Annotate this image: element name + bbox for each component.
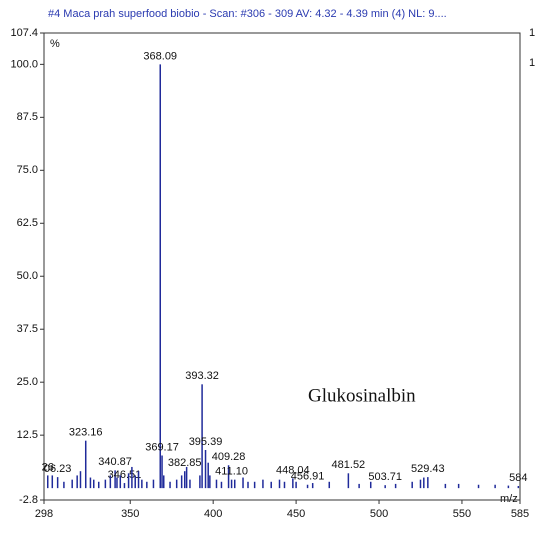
peak-label: 584 — [509, 472, 527, 484]
y-tick-label: 50.0 — [17, 270, 38, 282]
x-tick-label: 298 — [35, 508, 53, 520]
peak-label: 395.39 — [189, 436, 223, 448]
peak-label: 368.09 — [143, 50, 177, 62]
peak-label: 340.87 — [98, 456, 132, 468]
peak-label: 382.85 — [168, 457, 202, 469]
x-tick-label: 450 — [287, 508, 305, 520]
peak-label: 529.43 — [411, 463, 445, 475]
x-tick-label: 585 — [511, 508, 529, 520]
chart-title: #4 Maca prah superfood biobio - Scan: #3… — [48, 8, 447, 20]
x-tick-label: 350 — [121, 508, 139, 520]
y-tick-label: 25.0 — [17, 376, 38, 388]
x-tick-label: 550 — [453, 508, 471, 520]
peak-label: 448.04 — [276, 464, 310, 476]
peak-label: 346.51 — [108, 469, 142, 481]
right-label: 1 — [529, 27, 535, 39]
y-axis-label: % — [50, 38, 60, 50]
y-tick-label: 87.5 — [17, 111, 38, 123]
y-tick-label: 37.5 — [17, 323, 38, 335]
x-tick-label: 400 — [204, 508, 222, 520]
x-tick-label: 500 — [370, 508, 388, 520]
peak-label: 26 — [42, 461, 54, 473]
y-tick-label: 12.5 — [17, 429, 38, 441]
y-tick-label: 100.0 — [10, 58, 38, 70]
annotation: Glukosinalbin — [308, 385, 416, 406]
y-tick-label: 107.4 — [10, 27, 38, 39]
peak-label: 393.32 — [185, 370, 219, 382]
plot-frame — [43, 32, 521, 501]
peak-label: 06.23 — [44, 463, 72, 475]
y-tick-label: 75.0 — [17, 164, 38, 176]
peak-label: 481.52 — [332, 459, 366, 471]
peak-label: 409.28 — [212, 451, 246, 463]
x-axis-label: m/z — [500, 493, 518, 505]
y-tick-label: -2.8 — [19, 494, 38, 506]
peak-label: 503.71 — [368, 471, 402, 483]
y-tick-label: 62.5 — [17, 217, 38, 229]
peak-label: 456.91 — [291, 471, 325, 483]
peak-label: 411.10 — [215, 466, 248, 478]
peak-label: 323.16 — [69, 427, 103, 439]
right-label: 1 — [529, 57, 535, 69]
peak-label: 369.17 — [145, 441, 179, 453]
